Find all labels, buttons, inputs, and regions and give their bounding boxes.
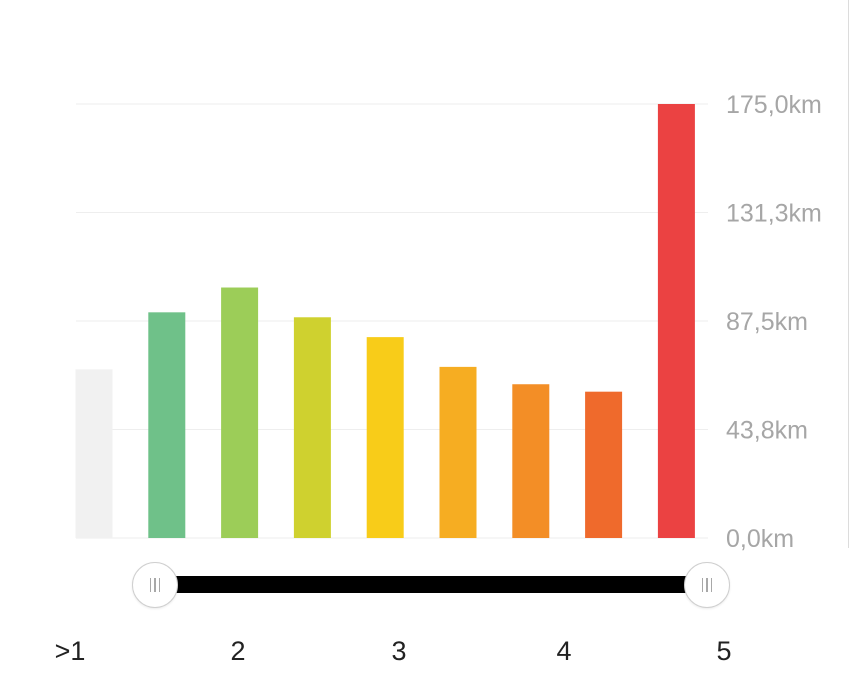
bar	[148, 312, 186, 538]
bar	[75, 369, 113, 538]
range-slider-left-handle[interactable]	[132, 562, 178, 608]
range-slider-track[interactable]	[158, 576, 708, 593]
slider-tick-label: 5	[716, 636, 732, 666]
slider-tick-label: 4	[556, 636, 572, 666]
bar	[657, 104, 695, 538]
slider-tick-label: >1	[54, 636, 86, 666]
y-tick-label: 87,5km	[726, 308, 808, 336]
chart-right-border	[848, 0, 849, 548]
bar	[585, 391, 623, 538]
y-tick-label: 175,0km	[726, 91, 822, 119]
grip-lines-icon	[701, 578, 713, 592]
y-tick-label: 131,3km	[726, 200, 822, 228]
bar	[293, 317, 331, 538]
slider-tick-label: 3	[391, 636, 407, 666]
bar	[439, 366, 477, 538]
bar	[221, 287, 259, 538]
y-tick-label: 0,0km	[726, 525, 794, 553]
bar	[512, 384, 550, 538]
range-slider-right-handle[interactable]	[684, 562, 730, 608]
bar-chart: 0,0km 43,8km 87,5km 131,3km 175,0km	[75, 91, 822, 553]
y-tick-label: 43,8km	[726, 417, 808, 445]
slider-tick-label: 2	[230, 636, 246, 666]
bar	[366, 337, 404, 538]
grip-lines-icon	[149, 578, 161, 592]
